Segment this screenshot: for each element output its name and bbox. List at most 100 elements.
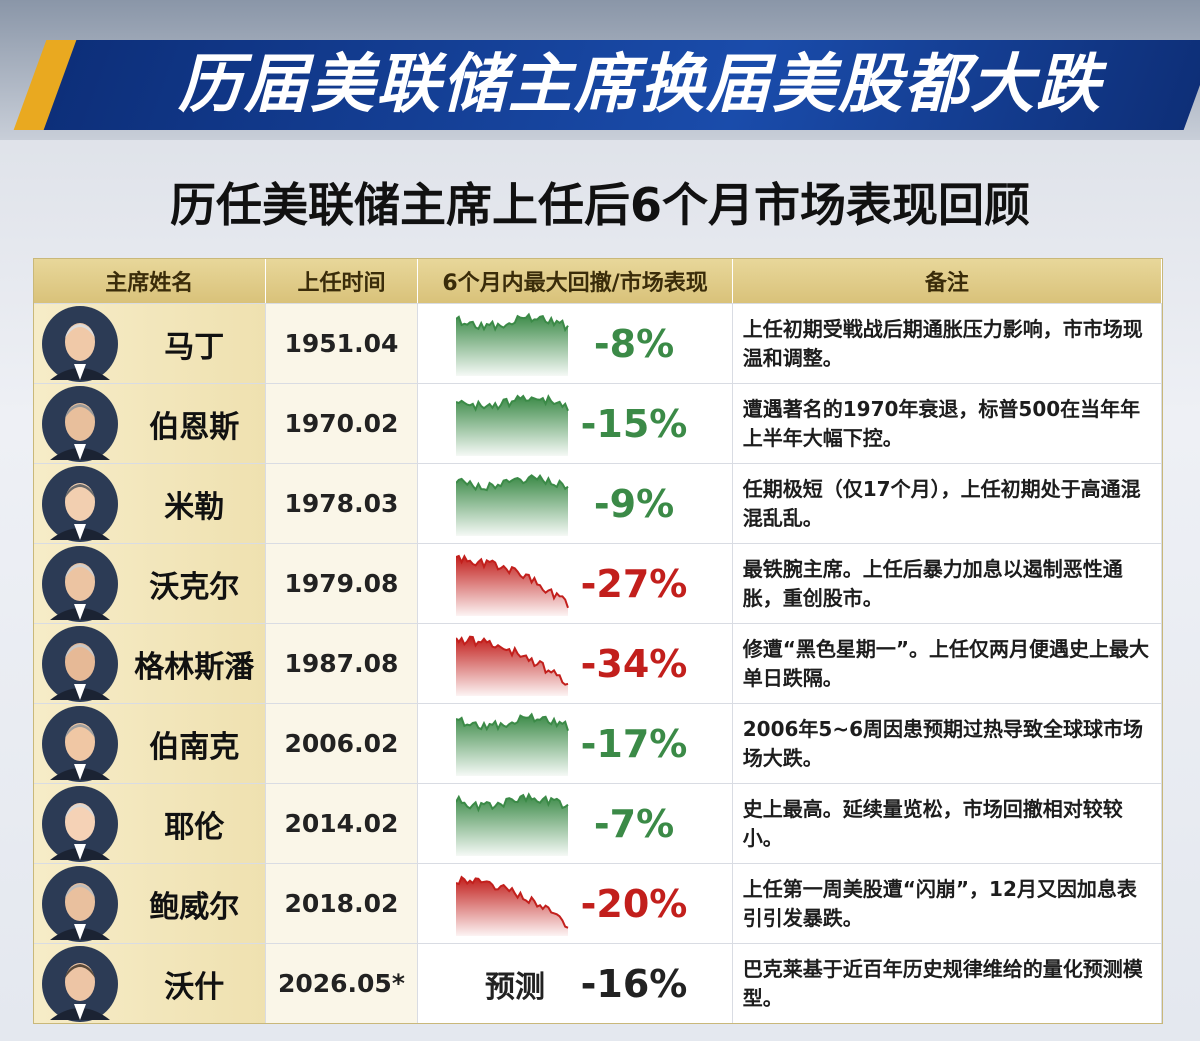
forecast-label: 预测 — [485, 969, 546, 1005]
portrait — [42, 465, 118, 542]
note: 修遭“黑色星期一”。上任仅两月便遇史上最大单日跌隔。 — [733, 624, 1162, 703]
table-row: 伯恩斯 1970.02 -15% 遭遇著名的1970年衰退，标普500在当年年上半年大… — [34, 383, 1162, 463]
table-row: 格林斯潘 1987.08 -34% 修遭“黑色星期一”。上任仅两月便遇史上最大单日跌隔… — [34, 623, 1162, 703]
portrait-shirt — [74, 443, 86, 460]
chair-name: 耶伦 — [164, 809, 225, 845]
column-header: 上任时间 — [266, 259, 419, 303]
performance-cell: 预测 -16% — [418, 944, 733, 1023]
performance-cell: -15% — [418, 384, 733, 463]
performance-cell: -34% — [418, 624, 733, 703]
note: 史上最高。延续量览松，市场回撤相对较较小。 — [733, 784, 1162, 863]
column-header: 6个月内最大回撤/市场表现 — [418, 259, 733, 303]
performance-cell: -20% — [418, 864, 733, 943]
table-row: 耶伦 2014.02 -7% 史上最高。延续量览松，市场回撤相对较较小。 — [34, 783, 1162, 863]
portrait-shirt — [74, 923, 86, 940]
portrait-hair — [65, 403, 95, 418]
portrait — [42, 705, 118, 782]
portrait-hair — [65, 563, 95, 578]
sparkline — [456, 553, 569, 616]
portrait — [42, 545, 118, 622]
start-date: 2026.05* — [265, 944, 419, 1023]
sparkline — [456, 635, 569, 696]
portrait-hair — [65, 963, 95, 978]
table-row: 马丁 1951.04 -8% 上任初期受戦战后期通胀压力影响，市市场现温和调整。 — [34, 303, 1162, 383]
start-date: 1951.04 — [265, 304, 419, 383]
portrait-face — [65, 962, 95, 1001]
portrait-hair — [65, 803, 95, 818]
table-row: 沃克尔 1979.08 -27% 最铁腕主席。上任后暴力加息以遏制恶性通胀，重创股市。 — [34, 543, 1162, 623]
title: 历届美联储主席换届美股都大跌 — [178, 48, 1102, 122]
portrait-face — [65, 722, 95, 761]
portrait-shirt — [74, 763, 86, 780]
portrait — [42, 305, 118, 382]
table-row: 鲍威尔 2018.02 -20% 上任第一周美股遭“闪崩”，12月又因加息表引引发暴跌… — [34, 863, 1162, 943]
portrait — [42, 865, 118, 942]
sparkline — [456, 312, 569, 376]
sparkline-line — [456, 874, 569, 929]
sparkline-area — [456, 636, 569, 696]
portrait — [42, 785, 118, 862]
portrait-shirt — [74, 683, 86, 700]
portrait-face — [65, 322, 95, 361]
portrait-hair — [65, 483, 95, 498]
performance-cell: -7% — [418, 784, 733, 863]
portrait-shirt — [74, 603, 86, 620]
sparkline-line — [456, 473, 569, 491]
chair-name: 伯恩斯 — [149, 409, 240, 445]
note: 2006年5~6周因患预期过热导致全球球市场场大跌。 — [733, 704, 1162, 783]
chair-name: 鲍威尔 — [149, 889, 240, 925]
table-row: 伯南克 2006.02 -17% 2006年5~6周因患预期过热导致全球球市场场大跌。 — [34, 703, 1162, 783]
table-header: 主席姓名 上任时间 6个月内最大回撤/市场表现 备注 — [34, 259, 1162, 303]
chair-name: 沃克尔 — [149, 569, 240, 605]
sparkline — [456, 791, 569, 856]
portrait-shirt — [74, 523, 86, 540]
change-value: -16% — [580, 961, 688, 1006]
portrait-hair — [65, 723, 95, 738]
start-date: 1979.08 — [265, 544, 419, 623]
portrait-face — [65, 482, 95, 521]
note: 最铁腕主席。上任后暴力加息以遏制恶性通胀，重创股市。 — [733, 544, 1162, 623]
portrait-shirt — [74, 1003, 86, 1020]
change-value: -17% — [580, 721, 688, 766]
table-row: 米勒 1978.03 -9% 任期极短（仅17个月），上任初期处于高通混混乱乱。 — [34, 463, 1162, 543]
portrait-face — [65, 562, 95, 601]
chair-name: 米勒 — [164, 489, 225, 525]
portrait-shirt — [74, 363, 86, 380]
performance-cell: -8% — [418, 304, 733, 383]
portrait — [42, 625, 118, 702]
start-date: 2014.02 — [265, 784, 419, 863]
name-cell: 伯恩斯 — [34, 384, 266, 463]
table-row: 沃什 2026.05* 预测 -16% 巴克莱基于近百年历史规律维给的量化预测模型。 — [34, 943, 1162, 1023]
name-cell: 耶伦 — [34, 784, 266, 863]
sparkline-area — [456, 395, 569, 456]
sparkline-area — [456, 474, 569, 536]
table: 主席姓名 上任时间 6个月内最大回撤/市场表现 备注马丁 1951.04 -8% 上任初期受… — [33, 258, 1163, 1024]
note: 上任第一周美股遭“闪崩”，12月又因加息表引引发暴跌。 — [733, 864, 1162, 943]
portrait-face — [65, 642, 95, 681]
performance-cell: -9% — [418, 464, 733, 543]
portrait-shirt — [74, 843, 86, 860]
name-cell: 马丁 — [34, 304, 266, 383]
start-date: 1987.08 — [265, 624, 419, 703]
chair-name: 沃什 — [164, 969, 225, 1005]
banner: 历届美联储主席换届美股都大跌 — [0, 0, 1200, 140]
portrait-face — [65, 882, 95, 921]
sparkline-line — [456, 791, 569, 813]
portrait-hair — [65, 323, 95, 338]
sparkline-line — [456, 312, 569, 332]
portrait-face — [65, 402, 95, 441]
portrait-hair — [65, 883, 95, 898]
change-value: -8% — [593, 321, 675, 366]
sparkline — [456, 874, 569, 936]
name-cell: 沃什 — [34, 944, 266, 1023]
change-value: -7% — [593, 801, 675, 846]
note: 遭遇著名的1970年衰退，标普500在当年年上半年大幅下控。 — [733, 384, 1162, 463]
column-header: 主席姓名 — [34, 259, 266, 303]
chair-name: 马丁 — [164, 329, 225, 365]
start-date: 2006.02 — [265, 704, 419, 783]
note: 上任初期受戦战后期通胀压力影响，市市场现温和调整。 — [733, 304, 1162, 383]
subtitle: 历任美联储主席上任后6个月市场表现回顾 — [169, 178, 1030, 232]
sparkline-line — [456, 553, 569, 608]
sparkline-area — [456, 794, 569, 856]
